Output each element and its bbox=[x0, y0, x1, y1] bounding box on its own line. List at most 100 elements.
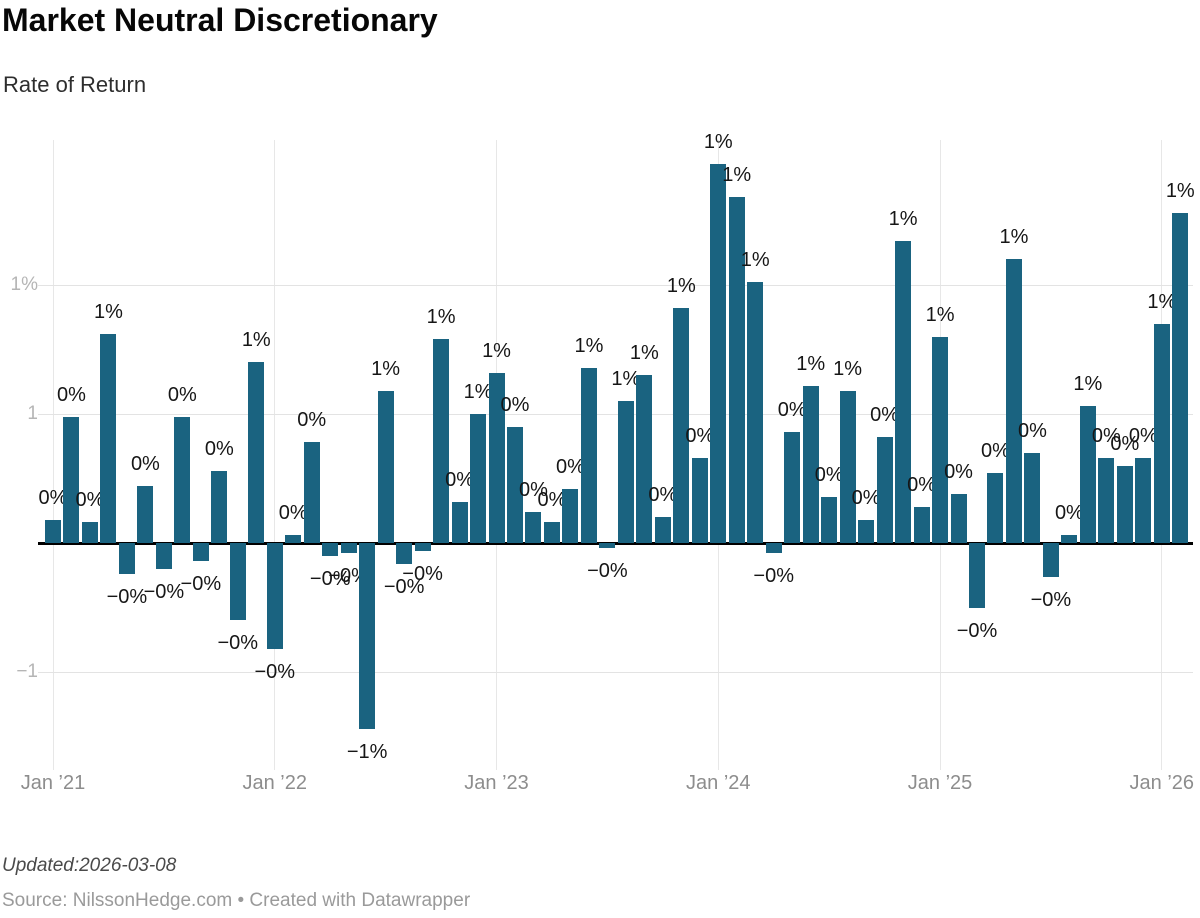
bar-feb-2023[interactable] bbox=[507, 426, 523, 543]
bar-value-label: 1% bbox=[722, 164, 752, 187]
bar-sep-2022[interactable] bbox=[414, 543, 431, 551]
bar-jul-2024[interactable] bbox=[821, 496, 838, 543]
bar-sep-2021[interactable] bbox=[192, 543, 209, 562]
x-axis-label: Jan ’22 bbox=[242, 772, 308, 794]
bar-jun-2025[interactable] bbox=[1024, 452, 1041, 543]
bar-dec-2025[interactable] bbox=[1135, 457, 1152, 543]
bar-jan-2025[interactable] bbox=[932, 336, 949, 543]
bar-sep-2024[interactable] bbox=[858, 519, 875, 543]
bar-value-label: 0% bbox=[38, 486, 68, 509]
bar-aug-2022[interactable] bbox=[396, 543, 413, 564]
bar-may-2024[interactable] bbox=[784, 432, 801, 543]
x-axis-label: Jan ’25 bbox=[907, 772, 973, 794]
bar-jan-2024[interactable] bbox=[710, 163, 727, 543]
bar-mar-2022[interactable] bbox=[303, 442, 320, 543]
bar-value-label: 0% bbox=[1017, 419, 1047, 442]
bar-nov-2022[interactable] bbox=[451, 501, 468, 543]
bar-mar-2024[interactable] bbox=[747, 282, 764, 543]
bar-value-label: −0% bbox=[180, 573, 222, 596]
bar-may-2025[interactable] bbox=[1005, 259, 1022, 543]
bar-value-label: 0% bbox=[944, 460, 973, 483]
bar-sep-2025[interactable] bbox=[1079, 406, 1096, 543]
bar-nov-2021[interactable] bbox=[229, 543, 246, 621]
bar-value-label: −0% bbox=[106, 585, 148, 608]
bar-value-label: 0% bbox=[500, 393, 530, 416]
bar-oct-2021[interactable] bbox=[211, 470, 228, 543]
bar-mar-2023[interactable] bbox=[525, 512, 542, 543]
bar-value-label: 0% bbox=[1054, 502, 1084, 525]
bar-aug-2025[interactable] bbox=[1061, 535, 1078, 543]
bar-jan-2022[interactable] bbox=[266, 543, 283, 649]
bar-value-label: 0% bbox=[297, 409, 327, 432]
bar-value-label: 1% bbox=[1147, 290, 1177, 313]
bar-value-label: 0% bbox=[75, 489, 105, 512]
bar-value-label: 0% bbox=[907, 473, 936, 496]
bar-jan-2026[interactable] bbox=[1153, 323, 1170, 543]
bar-jun-2022[interactable] bbox=[359, 543, 376, 729]
bar-jul-2023[interactable] bbox=[599, 543, 616, 549]
bar-value-label: 0% bbox=[870, 404, 900, 427]
bar-feb-2025[interactable] bbox=[950, 493, 967, 543]
bar-may-2022[interactable] bbox=[340, 543, 357, 554]
bar-may-2021[interactable] bbox=[118, 543, 135, 574]
bar-jun-2021[interactable] bbox=[137, 486, 154, 543]
bar-jun-2023[interactable] bbox=[580, 367, 597, 543]
bar-jun-2024[interactable] bbox=[802, 385, 819, 543]
bar-feb-2021[interactable] bbox=[63, 416, 80, 543]
bar-jan-2023[interactable] bbox=[488, 372, 505, 543]
bar-nov-2025[interactable] bbox=[1116, 465, 1133, 543]
bar-aug-2021[interactable] bbox=[174, 416, 191, 543]
bar-aug-2024[interactable] bbox=[839, 390, 856, 543]
bar-oct-2022[interactable] bbox=[433, 339, 450, 543]
bar-value-label: −0% bbox=[254, 660, 296, 683]
bar-value-label: −0% bbox=[402, 562, 443, 585]
bar-value-label: 0% bbox=[1128, 424, 1158, 447]
bar-feb-2024[interactable] bbox=[728, 197, 745, 543]
y-axis-label: 1% bbox=[10, 274, 38, 295]
bar-apr-2024[interactable] bbox=[765, 543, 782, 554]
bar-feb-2022[interactable] bbox=[285, 535, 302, 543]
bar-value-label: 1% bbox=[888, 208, 918, 231]
bar-value-label: 1% bbox=[93, 301, 123, 324]
bar-nov-2024[interactable] bbox=[895, 241, 912, 543]
bar-value-label: 0% bbox=[204, 437, 234, 460]
bar-value-label: 1% bbox=[241, 329, 271, 352]
bar-oct-2024[interactable] bbox=[876, 437, 893, 543]
bar-apr-2023[interactable] bbox=[543, 522, 560, 543]
bar-value-label: 1% bbox=[833, 357, 863, 380]
bar-jan-2021[interactable] bbox=[45, 519, 61, 543]
bar-dec-2022[interactable] bbox=[470, 414, 487, 543]
bar-nov-2023[interactable] bbox=[673, 308, 690, 543]
bar-oct-2023[interactable] bbox=[654, 517, 671, 543]
bar-apr-2025[interactable] bbox=[987, 473, 1004, 543]
bar-value-label: 0% bbox=[981, 440, 1010, 463]
bar-aug-2023[interactable] bbox=[617, 401, 634, 543]
bar-value-label: 0% bbox=[57, 383, 86, 406]
bar-value-label: −0% bbox=[328, 565, 369, 588]
bar-value-label: 1% bbox=[629, 342, 659, 365]
bar-value-label: 1% bbox=[666, 275, 696, 298]
bar-apr-2022[interactable] bbox=[322, 543, 339, 556]
bar-mar-2025[interactable] bbox=[969, 543, 985, 608]
bar-mar-2021[interactable] bbox=[81, 522, 98, 543]
bar-dec-2023[interactable] bbox=[691, 457, 708, 543]
y-axis-label: −1 bbox=[16, 661, 38, 682]
bar-apr-2021[interactable] bbox=[100, 334, 117, 543]
bar-value-label: −0% bbox=[217, 632, 259, 655]
bar-jul-2025[interactable] bbox=[1042, 543, 1059, 577]
bar-dec-2021[interactable] bbox=[248, 362, 265, 543]
bar-oct-2025[interactable] bbox=[1098, 457, 1115, 543]
bar-dec-2024[interactable] bbox=[913, 506, 930, 543]
bar-value-label: 1% bbox=[482, 339, 511, 362]
bar-sep-2023[interactable] bbox=[636, 375, 653, 543]
bar-value-label: −0% bbox=[956, 619, 998, 642]
zero-baseline bbox=[38, 541, 1193, 545]
x-axis-label: Jan ’23 bbox=[464, 772, 529, 794]
bar-value-label: 0% bbox=[1091, 424, 1121, 447]
bar-feb-2026[interactable] bbox=[1172, 212, 1189, 543]
y-gridline bbox=[38, 284, 1193, 286]
bar-value-label: 1% bbox=[999, 226, 1029, 249]
bar-jul-2022[interactable] bbox=[377, 390, 394, 543]
bar-jul-2021[interactable] bbox=[155, 543, 172, 569]
bar-may-2023[interactable] bbox=[562, 488, 579, 543]
